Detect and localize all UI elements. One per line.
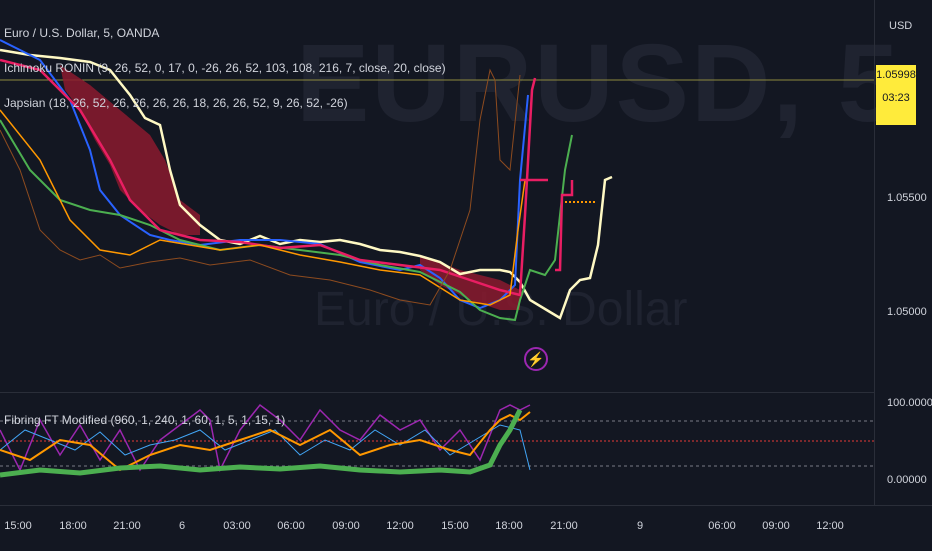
blue-line: [0, 39, 529, 310]
flash-icon[interactable]: ⚡: [524, 347, 548, 371]
price-tick: 1.05000: [887, 306, 927, 318]
osc-tick: 0.00000: [887, 474, 927, 486]
time-tick: 12:00: [386, 520, 414, 532]
ichimoku-cloud-right: [420, 255, 520, 310]
chart-area[interactable]: EURUSD, 5 Euro / U.S. Dollar: [0, 0, 899, 505]
indicator-legend-ichimoku[interactable]: Ichimoku RONIN (9, 26, 52, 0, 17, 0, -26…: [4, 61, 446, 75]
brown-line: [0, 68, 521, 306]
current-price-value: 1.05998: [876, 69, 916, 81]
osc-orange-line: [0, 411, 531, 472]
current-price-badge: 1.05998 03:23: [876, 65, 916, 125]
symbol-watermark: EURUSD, 5: [296, 22, 901, 145]
time-tick: 9: [636, 520, 644, 532]
green-line: [0, 119, 573, 322]
pane-divider[interactable]: [0, 392, 874, 393]
time-tick: 21:00: [550, 520, 578, 532]
red-step-line-2: [555, 180, 574, 272]
osc-tick: 100.00000: [887, 397, 932, 409]
chart-drawing: [0, 39, 874, 478]
currency-label: USD: [889, 20, 913, 32]
time-tick: 06:00: [277, 520, 305, 532]
orange-line: [0, 109, 526, 306]
indicator-legend-japsian[interactable]: Japsian (18, 26, 52, 26, 26, 26, 26, 18,…: [4, 96, 348, 110]
time-scale[interactable]: 15:00 18:00 21:00 6 03:00 06:00 09:00 12…: [0, 505, 932, 551]
time-tick: 21:00: [113, 520, 141, 532]
price-line: [0, 48, 613, 320]
time-tick: 15:00: [4, 520, 32, 532]
osc-purple-line: [0, 403, 531, 473]
price-tick: 1.05500: [887, 192, 927, 204]
time-tick: 15:00: [441, 520, 469, 532]
time-tick: 18:00: [495, 520, 523, 532]
time-tick: 03:00: [223, 520, 251, 532]
price-scale[interactable]: USD 1.05500 1.05000 100.00000 0.00000: [874, 0, 932, 505]
bar-countdown: 03:23: [882, 92, 910, 104]
osc-blue-line: [0, 424, 531, 471]
osc-green-line: [0, 408, 523, 478]
time-tick: 09:00: [762, 520, 790, 532]
time-tick: 6: [178, 520, 186, 532]
time-tick: 06:00: [708, 520, 736, 532]
time-tick: 09:00: [332, 520, 360, 532]
time-tick: 12:00: [816, 520, 844, 532]
indicator-legend-fibring[interactable]: Fibring FT Modified (960, 1, 240, 1, 60,…: [4, 413, 286, 427]
ichimoku-cloud: [60, 65, 200, 235]
red-line: [0, 58, 537, 297]
symbol-legend[interactable]: Euro / U.S. Dollar, 5, OANDA: [4, 26, 160, 40]
time-tick: 18:00: [59, 520, 87, 532]
